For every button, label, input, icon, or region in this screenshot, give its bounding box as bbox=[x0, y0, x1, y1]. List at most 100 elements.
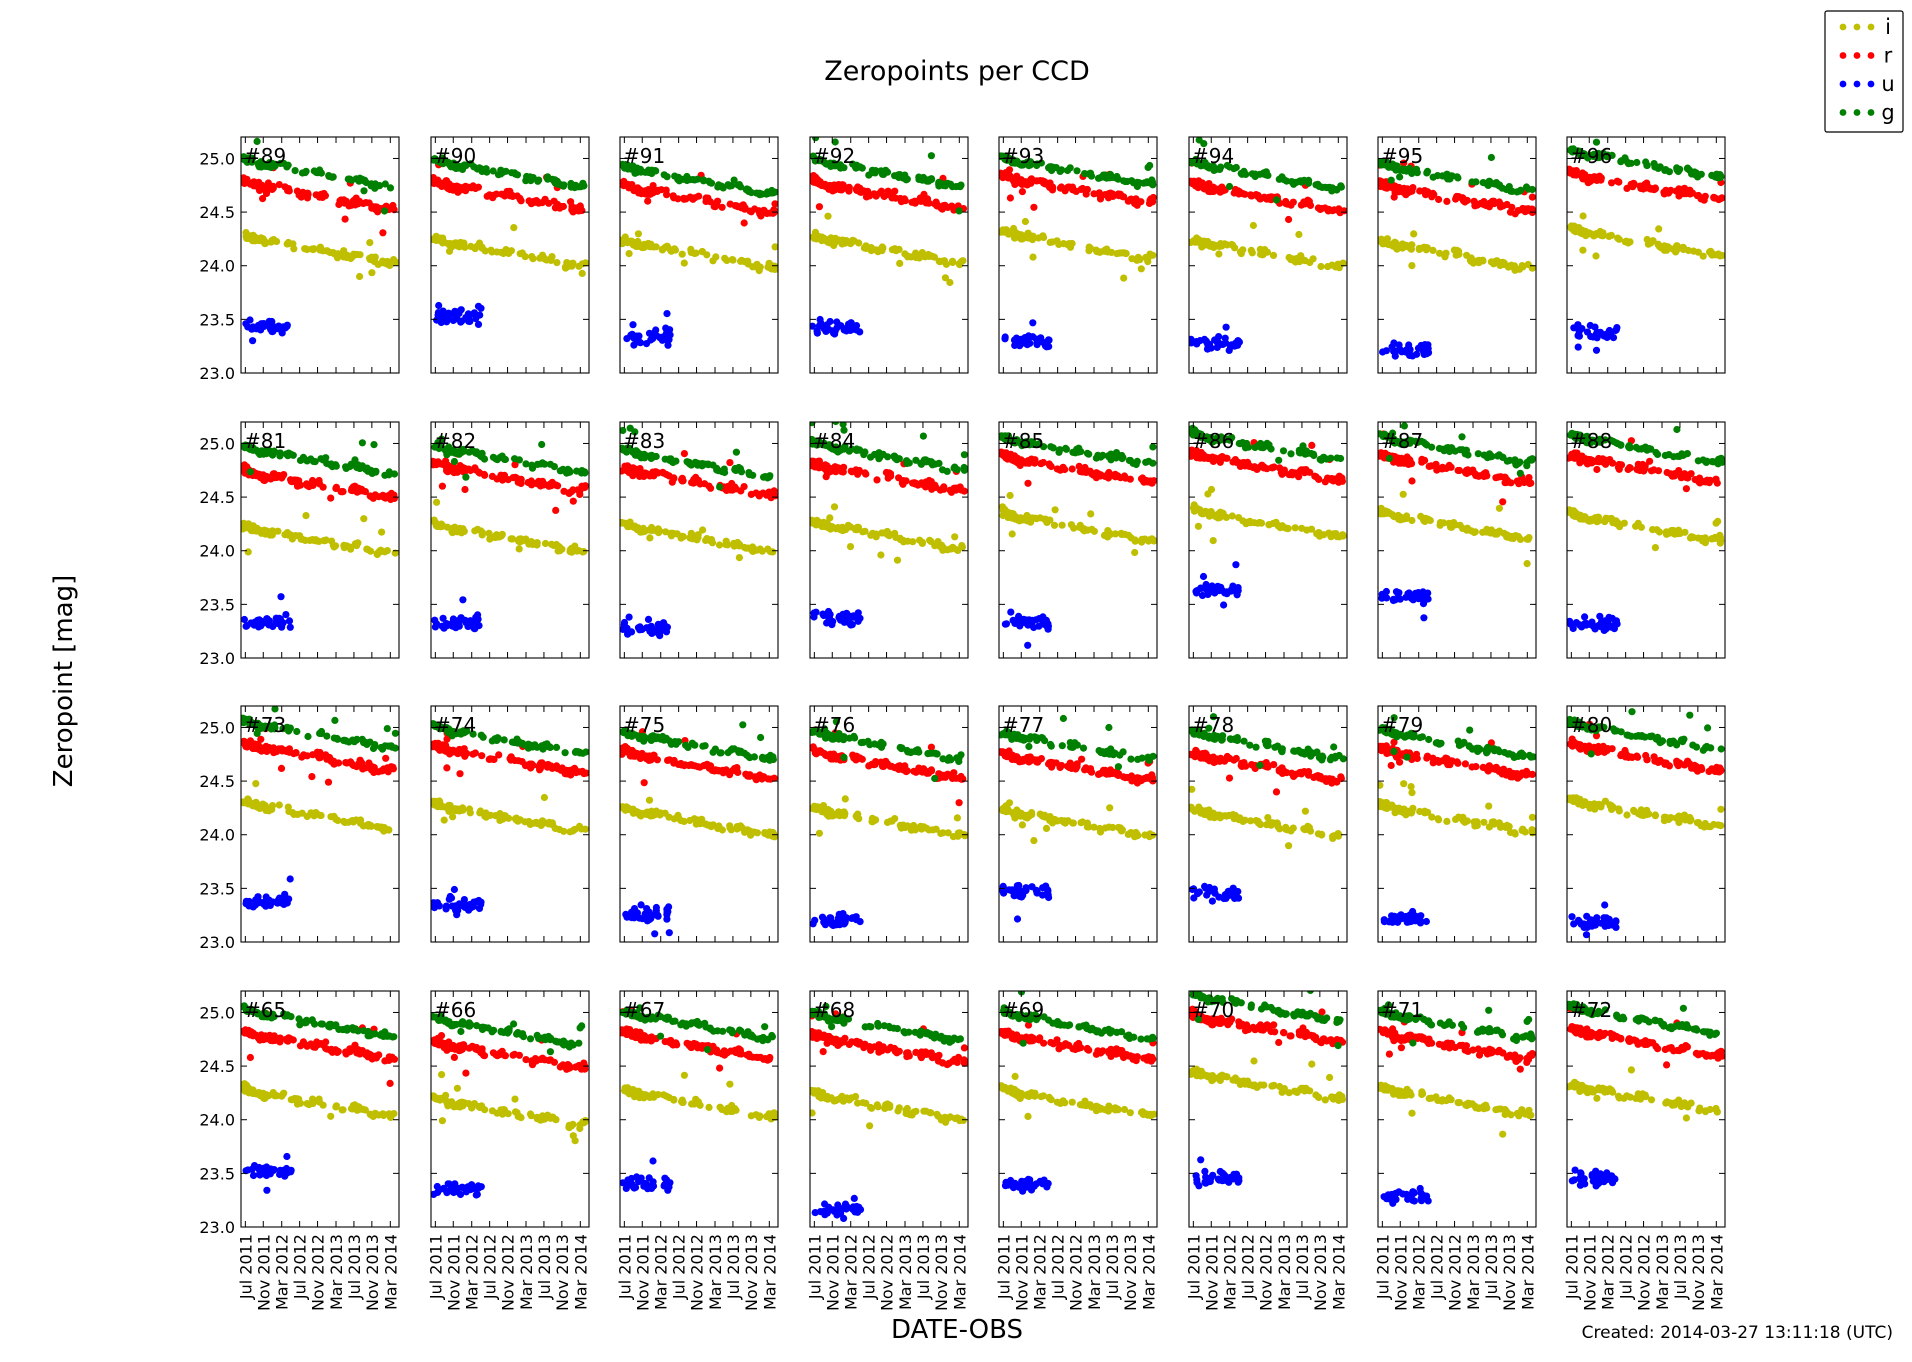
point-r bbox=[910, 479, 918, 487]
point-r bbox=[769, 209, 777, 217]
point-i bbox=[1209, 537, 1217, 545]
point-r bbox=[267, 475, 275, 483]
point-g bbox=[829, 162, 837, 170]
point-i bbox=[1043, 518, 1051, 527]
point-u bbox=[837, 322, 845, 330]
ccd-panel: #92 bbox=[809, 136, 969, 374]
x-axis-label: DATE-OBS bbox=[891, 1315, 1023, 1345]
point-r bbox=[1639, 185, 1647, 193]
point-g bbox=[271, 160, 279, 168]
point-r bbox=[1267, 196, 1275, 204]
point-g bbox=[705, 177, 713, 185]
point-r bbox=[319, 483, 327, 491]
point-r bbox=[1492, 474, 1500, 482]
point-g bbox=[1394, 165, 1402, 173]
point-r bbox=[1206, 186, 1214, 194]
point-i bbox=[1214, 514, 1222, 522]
point-i bbox=[1614, 519, 1622, 527]
point-i bbox=[1051, 506, 1059, 514]
point-i bbox=[1620, 519, 1628, 527]
point-i bbox=[893, 556, 902, 564]
point-g bbox=[352, 175, 360, 183]
point-i bbox=[1651, 544, 1659, 552]
point-g bbox=[1462, 446, 1470, 454]
point-g bbox=[1691, 170, 1699, 179]
point-g bbox=[358, 462, 366, 470]
point-i bbox=[1135, 255, 1144, 263]
panel-frame bbox=[240, 136, 400, 374]
point-r bbox=[1418, 455, 1426, 463]
point-g bbox=[633, 164, 641, 172]
point-g bbox=[816, 440, 824, 448]
point-r bbox=[939, 202, 947, 210]
point-i bbox=[1699, 252, 1707, 260]
point-i bbox=[303, 245, 311, 254]
point-g bbox=[310, 167, 318, 175]
point-r bbox=[670, 475, 678, 483]
point-r bbox=[569, 497, 577, 505]
ccd-panel: #95 bbox=[1377, 136, 1537, 374]
point-r bbox=[431, 457, 437, 465]
point-i bbox=[1495, 504, 1503, 512]
point-r bbox=[1280, 467, 1288, 475]
point-r bbox=[896, 194, 904, 203]
point-g bbox=[1382, 432, 1390, 440]
point-i bbox=[661, 243, 669, 251]
point-r bbox=[1024, 479, 1032, 487]
point-i bbox=[521, 253, 529, 261]
point-r bbox=[1048, 186, 1057, 194]
point-i bbox=[1579, 212, 1587, 220]
point-g bbox=[699, 177, 708, 185]
point-g bbox=[1524, 185, 1532, 193]
point-g bbox=[1400, 422, 1408, 430]
point-i bbox=[907, 253, 915, 261]
point-i bbox=[765, 260, 773, 268]
point-i bbox=[625, 250, 633, 258]
point-r bbox=[639, 470, 648, 478]
point-g bbox=[577, 183, 585, 191]
point-i bbox=[646, 534, 654, 542]
point-u bbox=[456, 617, 464, 625]
point-i bbox=[518, 537, 527, 545]
point-r bbox=[348, 487, 356, 495]
point-r bbox=[1083, 467, 1091, 475]
point-i bbox=[316, 243, 324, 252]
point-u bbox=[241, 615, 248, 624]
point-i bbox=[771, 243, 778, 251]
point-i bbox=[1137, 265, 1145, 273]
y-tick-label: 24.5 bbox=[199, 203, 235, 222]
point-u bbox=[845, 320, 853, 328]
point-r bbox=[1241, 462, 1249, 470]
point-g bbox=[1112, 454, 1120, 462]
point-r bbox=[503, 187, 511, 196]
point-g bbox=[1608, 151, 1616, 159]
point-i bbox=[878, 247, 886, 255]
point-i bbox=[1445, 519, 1453, 527]
y-tick-label: 23.0 bbox=[199, 649, 235, 668]
point-i bbox=[830, 503, 839, 511]
point-g bbox=[865, 171, 873, 179]
point-u bbox=[1021, 334, 1029, 342]
point-r bbox=[259, 195, 267, 203]
panel-points bbox=[620, 160, 778, 349]
point-g bbox=[1305, 176, 1313, 184]
point-i bbox=[1291, 524, 1299, 532]
point-g bbox=[768, 186, 776, 195]
point-g bbox=[1624, 160, 1633, 168]
point-i bbox=[1000, 228, 1008, 236]
point-i bbox=[1131, 548, 1139, 557]
point-u bbox=[1592, 330, 1600, 338]
point-g bbox=[648, 167, 656, 175]
point-r bbox=[262, 475, 270, 483]
point-i bbox=[631, 522, 639, 530]
point-i bbox=[639, 524, 647, 533]
point-g bbox=[620, 426, 627, 435]
point-r bbox=[569, 208, 577, 216]
panel-points bbox=[1189, 424, 1347, 609]
point-i bbox=[620, 240, 627, 248]
point-r bbox=[1189, 177, 1195, 185]
point-g bbox=[831, 138, 839, 146]
point-g bbox=[1592, 138, 1601, 146]
point-g bbox=[952, 183, 960, 191]
point-r bbox=[514, 478, 522, 486]
